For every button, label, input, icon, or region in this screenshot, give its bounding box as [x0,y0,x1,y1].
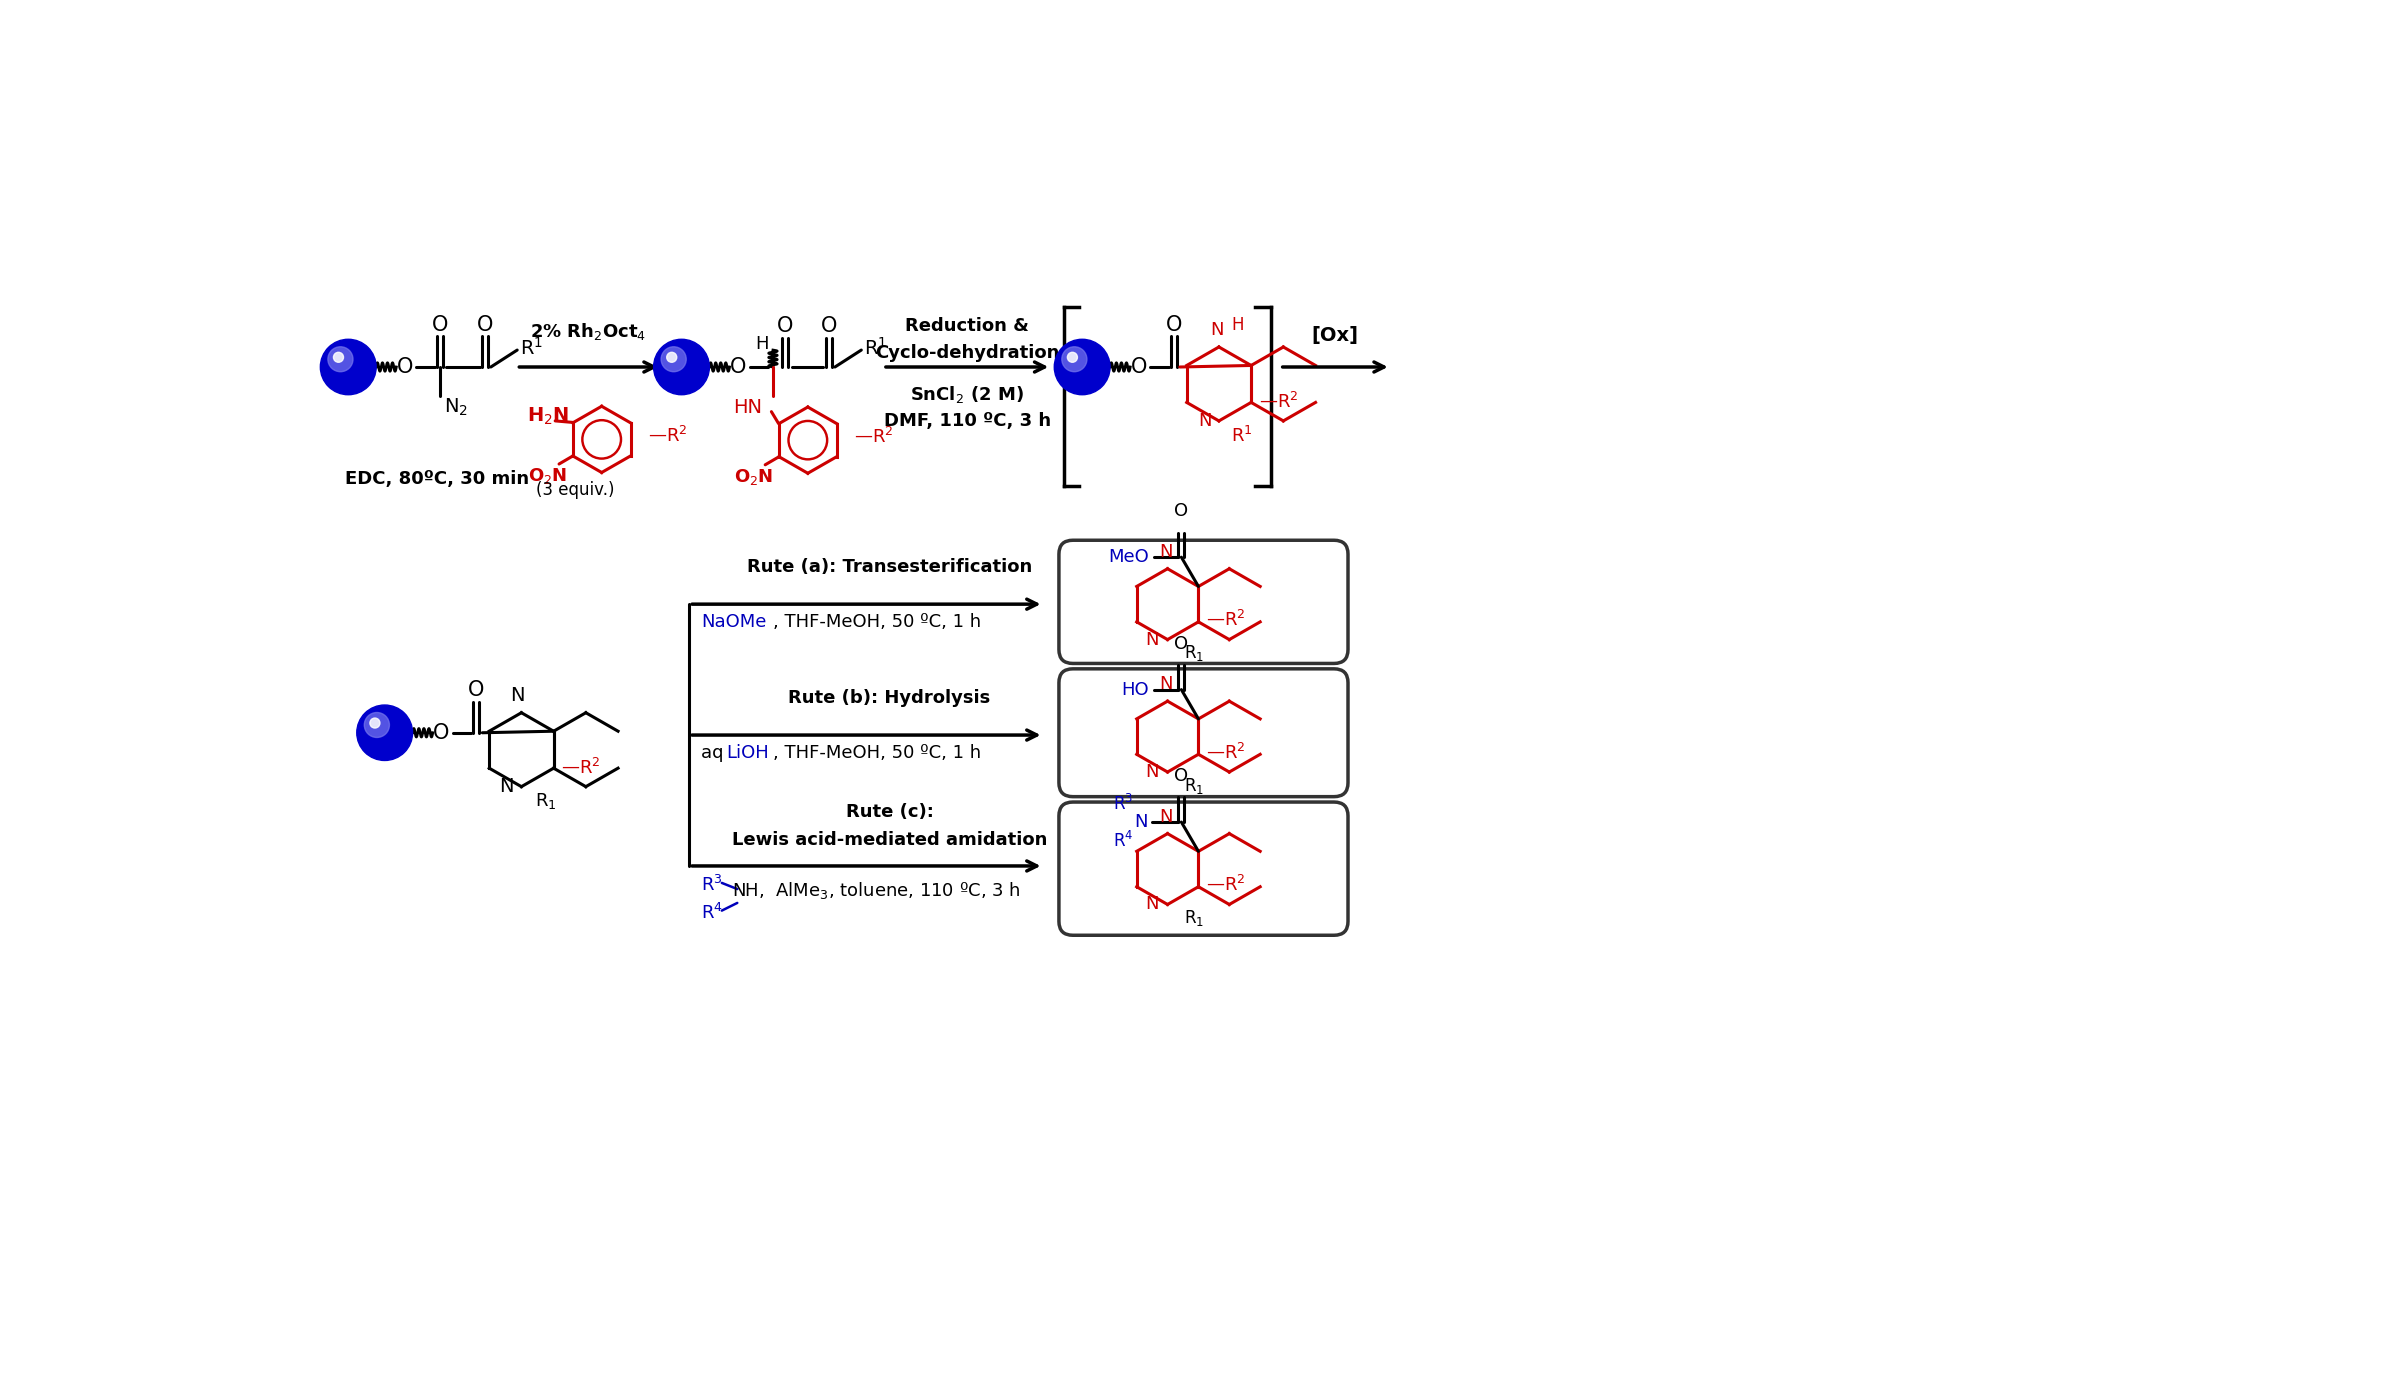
Text: NaOMe: NaOMe [701,613,767,631]
Circle shape [357,705,412,760]
FancyBboxPatch shape [1058,541,1349,663]
Text: [Ox]: [Ox] [1311,327,1358,346]
Text: O: O [434,723,450,742]
Text: R$_1$: R$_1$ [536,791,558,812]
Text: O: O [729,357,746,377]
Text: DMF, 110 ºC, 3 h: DMF, 110 ºC, 3 h [884,411,1051,430]
Text: R$^3$: R$^3$ [1113,794,1134,813]
Text: —R$^2$: —R$^2$ [1206,610,1246,631]
Text: N: N [510,687,524,705]
Text: Lewis acid-mediated amidation: Lewis acid-mediated amidation [732,831,1046,849]
Text: H: H [755,335,770,353]
Text: N: N [1211,321,1225,339]
Circle shape [369,719,379,728]
Text: Rute (b): Hydrolysis: Rute (b): Hydrolysis [789,689,991,708]
Text: N: N [1158,676,1172,694]
Text: —R$^2$: —R$^2$ [648,427,689,446]
Text: R$^1$: R$^1$ [865,336,886,359]
Text: O: O [1175,767,1189,785]
Text: HO: HO [1120,681,1149,699]
Text: N: N [1146,763,1158,781]
Circle shape [319,339,377,395]
Text: O: O [431,314,448,335]
Text: aq: aq [701,744,729,762]
Text: NH,  AlMe$_3$, toluene, 110 ºC, 3 h: NH, AlMe$_3$, toluene, 110 ºC, 3 h [732,880,1020,901]
FancyBboxPatch shape [1058,802,1349,935]
Text: —R$^2$: —R$^2$ [1206,742,1246,763]
Text: O: O [396,357,412,377]
Text: 2% Rh$_2$Oct$_4$: 2% Rh$_2$Oct$_4$ [531,321,646,342]
Text: EDC, 80ºC, 30 min: EDC, 80ºC, 30 min [346,470,529,488]
Text: R$_1$: R$_1$ [1184,776,1203,796]
Text: N: N [1146,895,1158,913]
Text: O: O [820,316,836,336]
Text: O: O [1165,314,1182,335]
Text: H$_2$N: H$_2$N [527,406,570,427]
Text: R$_1$: R$_1$ [1184,908,1203,929]
FancyBboxPatch shape [1058,669,1349,796]
Text: , THF-MeOH, 50 ºC, 1 h: , THF-MeOH, 50 ºC, 1 h [772,744,982,762]
Text: Rute (c):: Rute (c): [846,803,934,821]
Text: O: O [1130,357,1146,377]
Text: SnCl$_2$ (2 M): SnCl$_2$ (2 M) [910,384,1025,406]
Text: O$_2$N: O$_2$N [529,466,567,486]
Text: R$^4$: R$^4$ [1113,830,1134,851]
Text: —R$^2$: —R$^2$ [1258,392,1299,413]
Text: R$^3$: R$^3$ [701,876,722,895]
Text: MeO: MeO [1108,548,1149,566]
Text: , THF-MeOH, 50 ºC, 1 h: , THF-MeOH, 50 ºC, 1 h [772,613,982,631]
Text: —R$^2$: —R$^2$ [855,427,894,448]
Text: Rute (a): Transesterification: Rute (a): Transesterification [746,559,1032,577]
Text: LiOH: LiOH [727,744,770,762]
Text: O: O [477,314,493,335]
Text: N: N [1134,813,1146,831]
Text: O: O [1175,635,1189,653]
Circle shape [334,352,343,363]
Text: O: O [1175,502,1189,520]
Text: R$_1$: R$_1$ [1184,644,1203,663]
Text: H: H [1232,317,1244,335]
Text: R$^1$: R$^1$ [1232,425,1253,446]
Circle shape [653,339,710,395]
Text: R$^1$: R$^1$ [519,336,543,359]
Text: N: N [1199,411,1211,430]
Text: O: O [467,680,484,701]
Text: Reduction &: Reduction & [906,317,1029,335]
Circle shape [660,346,686,371]
Circle shape [329,346,353,371]
Text: N: N [1158,808,1172,826]
Circle shape [1063,346,1087,371]
Text: N: N [1158,543,1172,562]
Text: O: O [777,316,794,336]
Text: N$_2$: N$_2$ [443,396,467,417]
Circle shape [1053,339,1110,395]
Circle shape [365,713,388,738]
Text: —R$^2$: —R$^2$ [1206,876,1246,895]
Circle shape [667,352,677,363]
Text: —R$^2$: —R$^2$ [562,758,601,778]
Text: (3 equiv.): (3 equiv.) [536,481,615,499]
Text: Cyclo-dehydration: Cyclo-dehydration [875,345,1060,363]
Text: N: N [498,777,512,796]
Text: N: N [1146,631,1158,649]
Circle shape [1068,352,1077,363]
Text: O$_2$N: O$_2$N [734,467,774,486]
Text: HN: HN [734,398,763,417]
Text: R$^4$: R$^4$ [701,904,722,923]
